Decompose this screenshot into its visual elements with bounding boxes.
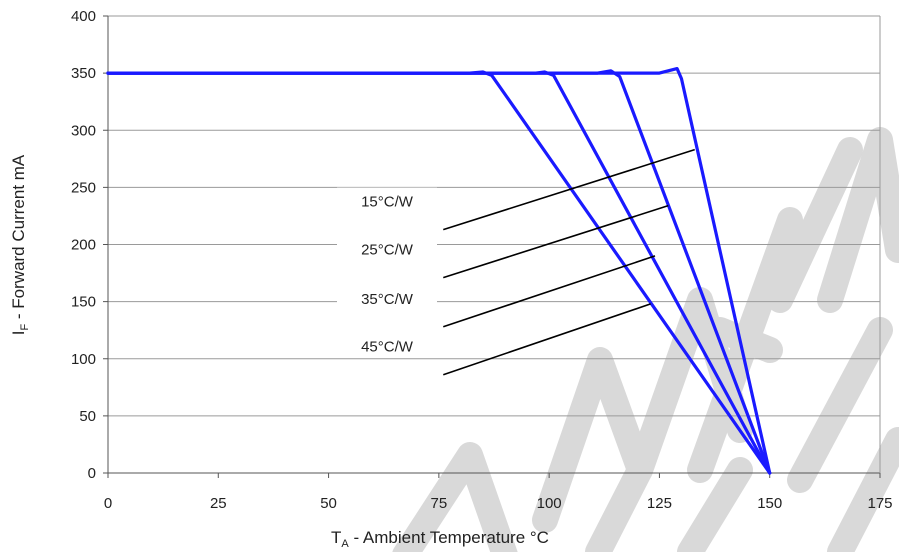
annotation-leader-line — [443, 204, 669, 279]
y-tick-label: 200 — [71, 237, 96, 254]
annotation-label-bg — [337, 187, 437, 212]
annotation-label: 25°C/W — [361, 242, 414, 259]
annotation-label: 15°C/W — [361, 194, 414, 211]
x-tick-label: 25 — [210, 495, 227, 512]
y-tick-label: 150 — [71, 294, 96, 311]
x-tick-label: 75 — [431, 495, 448, 512]
y-tick-label: 50 — [79, 408, 96, 425]
y-tick-label: 100 — [71, 351, 96, 368]
x-tick-label: 125 — [647, 495, 672, 512]
y-tick-label: 250 — [71, 179, 96, 196]
y-tick-label: 400 — [71, 8, 96, 25]
y-tick-label: 0 — [88, 465, 96, 482]
annotation-label: 35°C/W — [361, 291, 414, 308]
y-tick-label: 300 — [71, 122, 96, 139]
annotation-leader-line — [443, 148, 695, 231]
watermark-graphic — [392, 127, 899, 552]
x-axis-title: TA - Ambient Temperature °C — [331, 528, 549, 550]
x-tick-label: 100 — [537, 495, 562, 512]
x-tick-label: 50 — [320, 495, 337, 512]
annotation-leader-line — [443, 255, 656, 328]
annotation-label: 45°C/W — [361, 339, 414, 356]
x-tick-label: 150 — [757, 495, 782, 512]
series-line-15cw — [106, 67, 772, 475]
annotation-label-bg — [337, 235, 437, 260]
x-tick-label: 175 — [867, 495, 892, 512]
annotation-label-bg — [337, 332, 437, 357]
y-axis-title: IF - Forward Current mA — [9, 154, 31, 335]
y-tick-label: 350 — [71, 65, 96, 82]
annotation-leader-line — [443, 303, 651, 376]
annotation-label-bg — [337, 284, 437, 309]
x-tick-label: 0 — [104, 495, 112, 512]
